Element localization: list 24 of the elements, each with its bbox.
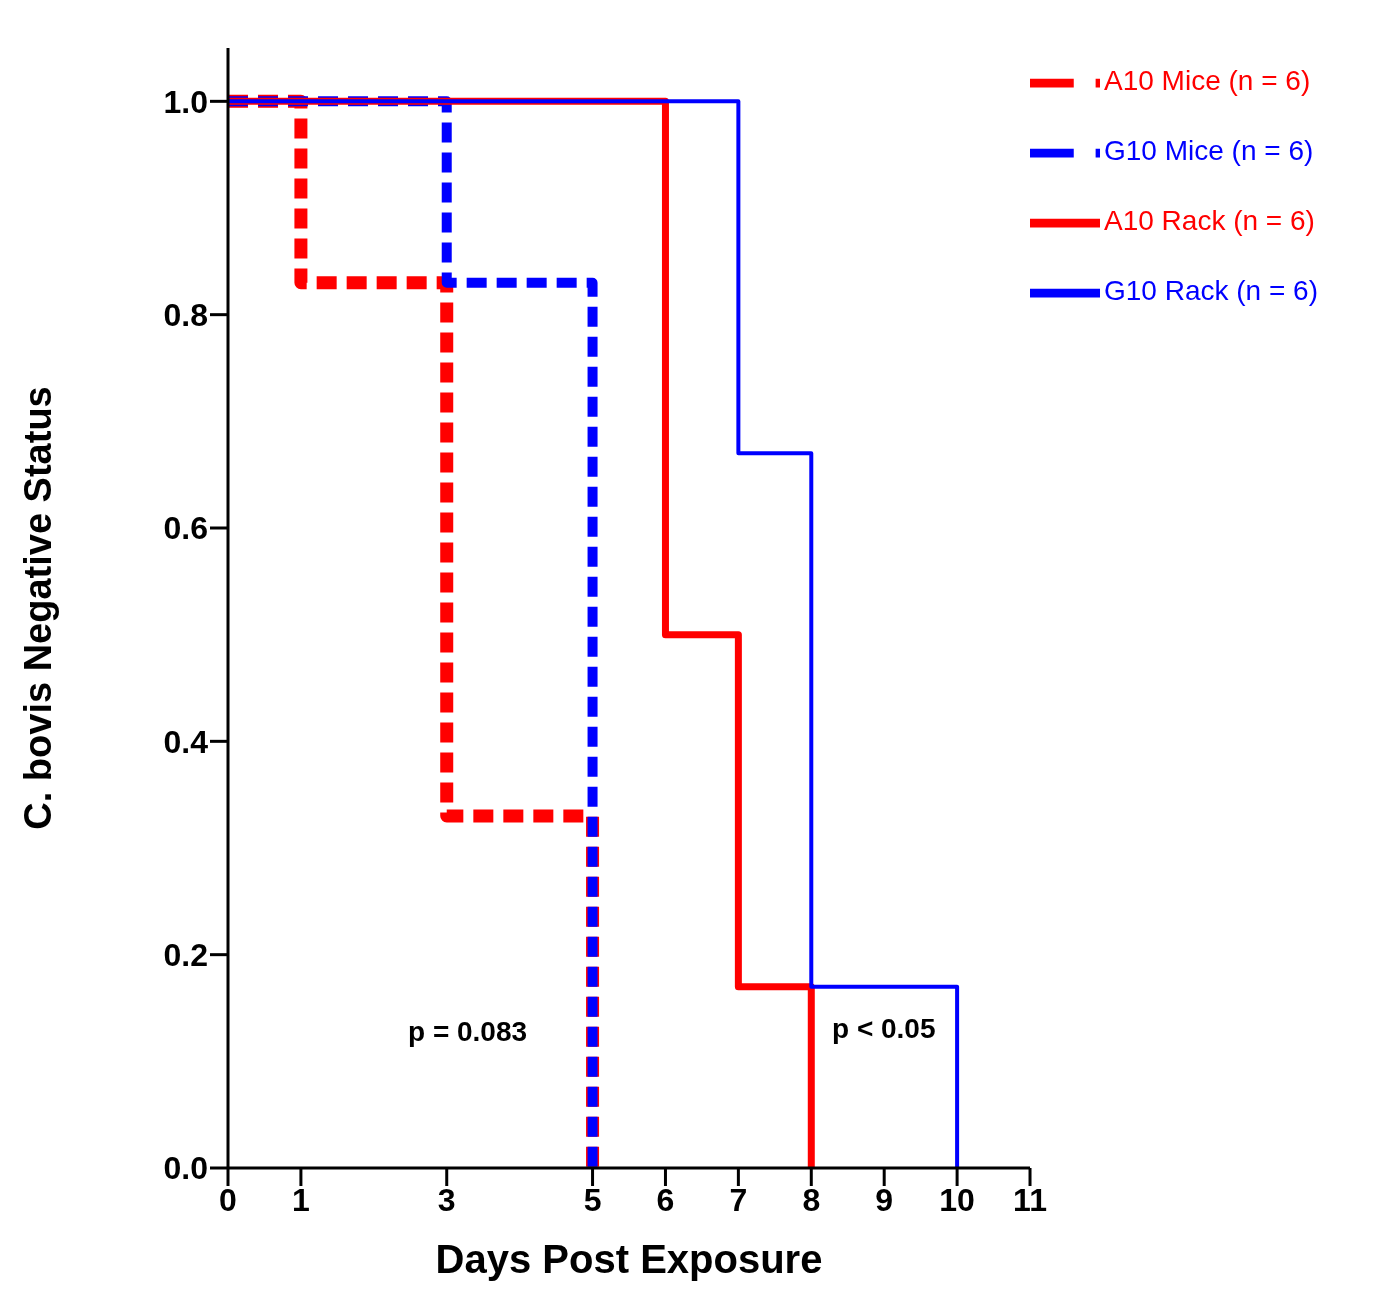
x-tick-label: 8 (802, 1181, 821, 1218)
y-tick-label: 0.4 (163, 723, 209, 760)
x-tick-label: 1 (292, 1181, 310, 1218)
legend-label: A10 Rack (n = 6) (1104, 205, 1315, 237)
x-tick-label: 5 (583, 1181, 602, 1218)
x-tick-label: 10 (939, 1181, 975, 1218)
y-tick-label: 0.0 (163, 1150, 208, 1187)
y-tick-label: 0.6 (163, 510, 208, 547)
x-tick-label: 0 (219, 1181, 237, 1218)
x-tick-label: 7 (729, 1181, 748, 1218)
legend-label: G10 Mice (n = 6) (1104, 135, 1314, 167)
legend-label: A10 Mice (n = 6) (1104, 65, 1311, 97)
x-tick-label: 9 (875, 1181, 894, 1218)
annotation: p = 0.083 (408, 1016, 528, 1048)
x-axis-title: Days Post Exposure (435, 1237, 823, 1281)
y-tick-label: 0.8 (163, 297, 208, 334)
y-tick-label: 1.0 (163, 83, 208, 120)
x-tick-label: 11 (1013, 1181, 1047, 1218)
x-tick-label: 3 (437, 1181, 456, 1218)
y-tick-label: 0.2 (163, 937, 208, 974)
annotation: p < 0.05 (832, 1013, 936, 1045)
y-axis-title: C. bovis Negative Status (17, 386, 60, 830)
legend-label: G10 Rack (n = 6) (1104, 275, 1318, 307)
x-tick-label: 6 (656, 1181, 675, 1218)
